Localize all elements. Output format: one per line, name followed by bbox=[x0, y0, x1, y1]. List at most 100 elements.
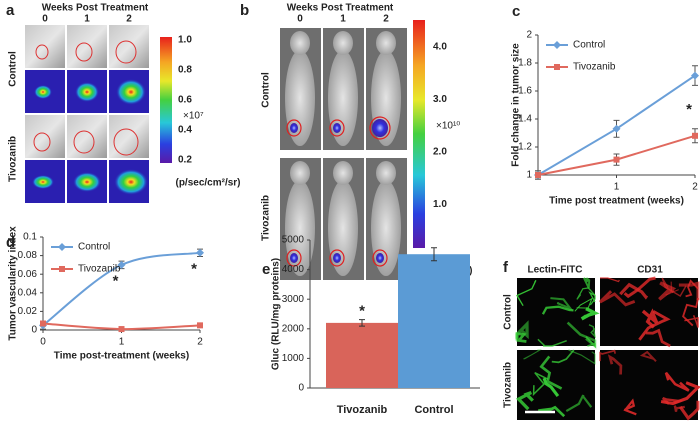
vessel bbox=[523, 349, 542, 360]
legend-marker bbox=[553, 41, 561, 49]
photo bbox=[67, 115, 107, 158]
bar bbox=[398, 254, 470, 388]
signal bbox=[376, 253, 384, 263]
column-label: 1 bbox=[340, 14, 346, 25]
mouse-head bbox=[290, 161, 310, 185]
signal bbox=[290, 253, 298, 263]
tumor-outline bbox=[369, 116, 391, 140]
y-axis-label: Tumor vascularity index bbox=[8, 226, 19, 341]
legend-marker bbox=[554, 64, 560, 70]
data-point bbox=[197, 322, 203, 329]
signal bbox=[114, 169, 148, 195]
vessel bbox=[658, 281, 677, 301]
panel-label: c bbox=[512, 3, 520, 20]
vessel bbox=[665, 281, 679, 296]
mouse-body bbox=[285, 50, 315, 146]
data-point bbox=[612, 124, 621, 133]
y-tick-label: 3000 bbox=[282, 294, 305, 305]
tumor-outline bbox=[286, 249, 302, 267]
tumor-outline bbox=[75, 42, 93, 62]
photo bbox=[67, 25, 107, 68]
legend-label: Control bbox=[78, 242, 110, 253]
y-tick-label: 0 bbox=[31, 325, 37, 336]
vessel bbox=[550, 297, 574, 311]
data-point bbox=[118, 326, 125, 333]
y-tick-label: 0.02 bbox=[18, 306, 38, 317]
y-tick-label: 1.8 bbox=[518, 58, 532, 69]
vessel bbox=[565, 394, 593, 413]
data-point bbox=[117, 260, 126, 269]
tumor-outline bbox=[372, 249, 388, 267]
colorbar-label: 0.2 bbox=[178, 155, 192, 166]
tumor-outline bbox=[33, 132, 51, 152]
panel-label: d bbox=[6, 234, 15, 251]
micrograph bbox=[600, 278, 698, 346]
colorbar-multiplier: ×10⁷ bbox=[183, 111, 204, 122]
signal bbox=[73, 172, 101, 192]
row-label: Control bbox=[503, 294, 514, 330]
x-tick-label: Tivozanib bbox=[337, 404, 388, 416]
mouse-head bbox=[376, 161, 396, 185]
mouse-body bbox=[371, 180, 401, 276]
signal bbox=[333, 123, 341, 133]
row-label: Tivozanib bbox=[8, 136, 19, 182]
vessel bbox=[515, 391, 534, 411]
vessel bbox=[551, 349, 575, 364]
tumor-outline bbox=[73, 130, 95, 154]
legend-marker bbox=[58, 243, 66, 251]
column-label: 2 bbox=[383, 14, 389, 25]
legend-label: Tivozanib bbox=[78, 264, 121, 275]
data-point bbox=[196, 248, 204, 257]
annotation: * bbox=[113, 273, 119, 290]
colorbar-label: 0.4 bbox=[178, 125, 192, 136]
y-tick-label: 5000 bbox=[282, 235, 305, 246]
signal bbox=[333, 253, 341, 263]
y-tick-label: 4000 bbox=[282, 264, 305, 275]
column-label: CD31 bbox=[637, 265, 663, 276]
tumor-outline bbox=[35, 44, 49, 60]
panel-label: a bbox=[6, 2, 15, 19]
vessel bbox=[515, 320, 529, 340]
error-bar bbox=[359, 319, 365, 327]
vessel bbox=[639, 350, 657, 362]
column-label: 0 bbox=[42, 14, 48, 25]
colorbar-label: 2.0 bbox=[433, 147, 447, 158]
signal bbox=[372, 119, 388, 137]
y-tick-label: 0.04 bbox=[18, 287, 38, 298]
vessel bbox=[539, 355, 563, 390]
annotation: * bbox=[686, 101, 692, 118]
vessel bbox=[568, 349, 596, 365]
y-tick-label: 2000 bbox=[282, 323, 305, 334]
y-tick-label: 2 bbox=[526, 30, 532, 41]
y-tick-label: 0 bbox=[298, 383, 304, 394]
tumor-outline bbox=[113, 128, 139, 156]
mouse-head bbox=[333, 31, 353, 55]
colorbar-label: 0.8 bbox=[178, 65, 192, 76]
data-point bbox=[691, 71, 699, 80]
column-label: 2 bbox=[126, 14, 132, 25]
vessel bbox=[684, 315, 699, 328]
y-tick-label: 1 bbox=[526, 170, 532, 181]
vessel bbox=[585, 336, 596, 348]
vessel bbox=[673, 405, 685, 412]
signal bbox=[290, 123, 298, 133]
mouse-body bbox=[328, 50, 358, 146]
error-bar bbox=[431, 247, 437, 262]
vessel bbox=[542, 377, 560, 398]
y-tick-label: 0.06 bbox=[18, 269, 38, 280]
photo bbox=[109, 115, 149, 158]
signal bbox=[34, 85, 52, 99]
vessel bbox=[619, 282, 649, 300]
data-point bbox=[613, 156, 620, 163]
vessel bbox=[623, 398, 637, 416]
colorbar-label: 4.0 bbox=[433, 42, 447, 53]
mouse-body bbox=[328, 180, 358, 276]
row-label: Control bbox=[8, 51, 19, 87]
vessel bbox=[607, 354, 623, 375]
photo bbox=[109, 25, 149, 68]
row-label: Control bbox=[261, 72, 272, 108]
x-tick-label: 0 bbox=[40, 337, 46, 348]
vessel bbox=[537, 338, 567, 347]
y-tick-label: 0.08 bbox=[18, 250, 38, 261]
y-tick-label: 1.2 bbox=[518, 142, 532, 153]
